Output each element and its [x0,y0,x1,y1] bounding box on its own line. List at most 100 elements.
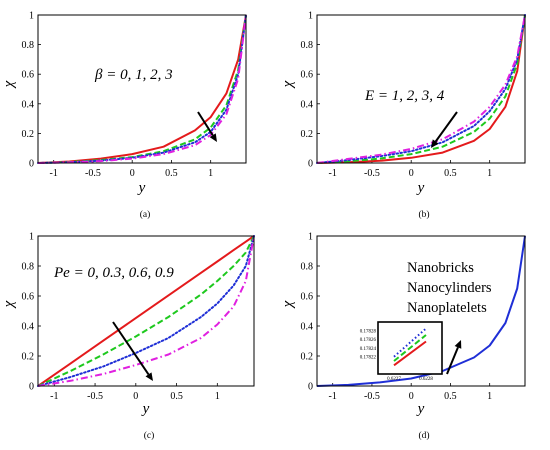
parameter-annotation: β = 0, 1, 2, 3 [94,67,173,83]
series-line-1 [316,14,526,164]
plot-frame [37,14,247,164]
y-tick-label: 0.6 [301,70,314,81]
panel-label: (c) [144,430,155,441]
x-tick-label: -0.5 [364,168,380,179]
x-tick-label: -1 [329,168,337,179]
y-tick-label: 0.6 [22,70,35,81]
trend-arrow-shaft [197,111,214,136]
y-tick-label: 0.6 [301,292,314,303]
x-tick-label: 0 [409,391,414,402]
inset-y-tick-label: 0.17826 [360,338,377,343]
y-axis-label: χ [280,300,296,309]
plot-frame [316,14,526,164]
trend-arrow [112,321,153,381]
y-tick-label: 0.2 [301,352,314,363]
y-tick-label: 0.6 [22,292,35,303]
y-axis-label: χ [1,80,17,89]
y-tick-label: 0.4 [301,99,314,110]
x-axis-label: y [416,180,425,196]
x-tick-label: -0.5 [364,391,380,402]
x-axis-label: y [137,180,146,196]
x-tick-label: -0.5 [85,168,101,179]
y-tick-label: 0.4 [22,99,35,110]
y-tick-label: 0.8 [22,40,35,51]
trend-arrow [431,111,458,148]
x-tick-label: 0 [130,168,135,179]
x-tick-label: 1 [208,168,213,179]
x-tick-label: -0.5 [87,391,103,402]
inset-y-tick-label: 0.17824 [360,347,377,352]
x-tick-label: -1 [50,391,58,402]
panel-label: (d) [418,430,429,441]
y-axis-label: χ [280,80,296,89]
chart-panel-0: -1 -0.5 0 0.5 1 0 0.2 0.4 0.6 0.8 1 y χ (a) β = 0, 1, … [1,11,247,220]
trend-arrow-head [145,372,153,381]
chart-panel-2: -1 -0.5 0 0.5 1 0 0.2 0.4 0.6 0.8 1 y χ (c) Pe = 0, 0.… [1,232,255,441]
series-line-1 [37,235,255,387]
trend-arrow-shaft [112,321,150,375]
trend-arrow-head [454,340,462,349]
trend-arrow [446,340,462,375]
trend-arrow-shaft [434,111,458,143]
chart-panel-3: -1 -0.5 0 0.5 1 0 0.2 0.4 0.6 0.8 1 y χ (d) Nanobricks… [280,232,526,441]
inset-y-tick-label: 0.17822 [360,355,377,360]
x-tick-label: -1 [329,391,337,402]
x-tick-label: 0.5 [444,168,457,179]
y-axis-label: χ [1,300,17,309]
chart-panel-1: -1 -0.5 0 0.5 1 0 0.2 0.4 0.6 0.8 1 y χ (b) E = 1, 2, … [280,11,526,220]
series-line-2 [37,14,247,164]
series-line-0 [316,235,526,387]
x-tick-label: 1 [215,391,220,402]
y-tick-label: 0.8 [22,262,35,273]
y-tick-label: 0.2 [22,129,35,140]
legend-entry: Nanocylinders [407,280,492,296]
x-tick-label: 1 [487,391,492,402]
series-line-0 [316,14,526,164]
trend-arrow-head [209,133,217,142]
plot-frame [37,235,255,387]
y-tick-label: 1 [308,11,313,22]
y-tick-label: 0 [29,159,34,170]
y-tick-label: 1 [308,232,313,243]
series-line-2 [316,14,526,164]
x-tick-label: 0 [133,391,138,402]
legend-entry: Nanobricks [407,260,474,276]
legend-entry: Nanoplatelets [407,300,487,316]
y-tick-label: 1 [29,11,34,22]
y-tick-label: 0.8 [301,262,314,273]
panel-label: (b) [418,209,429,220]
x-tick-label: 0 [409,168,414,179]
parameter-annotation: E = 1, 2, 3, 4 [364,88,445,104]
inset-y-tick-label: 0.17828 [360,329,377,334]
trend-arrow [197,111,217,142]
y-tick-label: 0 [308,382,313,393]
y-tick-label: 1 [29,232,34,243]
y-tick-label: 0.2 [301,129,314,140]
series-line-3 [37,14,247,164]
x-tick-label: 0.5 [170,391,183,402]
y-tick-label: 0 [308,159,313,170]
x-tick-label: 1 [487,168,492,179]
y-tick-label: 0.4 [301,322,314,333]
trend-arrow-shaft [446,347,459,375]
plot-frame [316,235,526,387]
inset-series-line-2 [393,340,427,367]
inset-series-line-1 [393,334,427,362]
inset-series-line-0 [393,327,427,358]
x-tick-label: -1 [50,168,58,179]
x-axis-label: y [416,401,425,417]
inset-chart: 0.17822 0.17824 0.17826 0.17828 0.6227 0.6228 [360,321,443,382]
x-tick-label: 0.5 [165,168,178,179]
series-line-3 [37,235,255,387]
x-tick-label: 0.5 [444,391,457,402]
inset-x-tick-label: 0.6228 [419,377,433,382]
panel-label: (a) [140,209,151,220]
y-tick-label: 0.4 [22,322,35,333]
series-line-0 [37,14,247,164]
parameter-annotation: Pe = 0, 0.3, 0.6, 0.9 [53,265,174,281]
inset-x-tick-label: 0.6227 [387,377,401,382]
trend-arrow-head [431,139,439,148]
y-tick-label: 0.8 [301,40,314,51]
series-line-0 [37,235,255,387]
series-line-1 [37,14,247,164]
